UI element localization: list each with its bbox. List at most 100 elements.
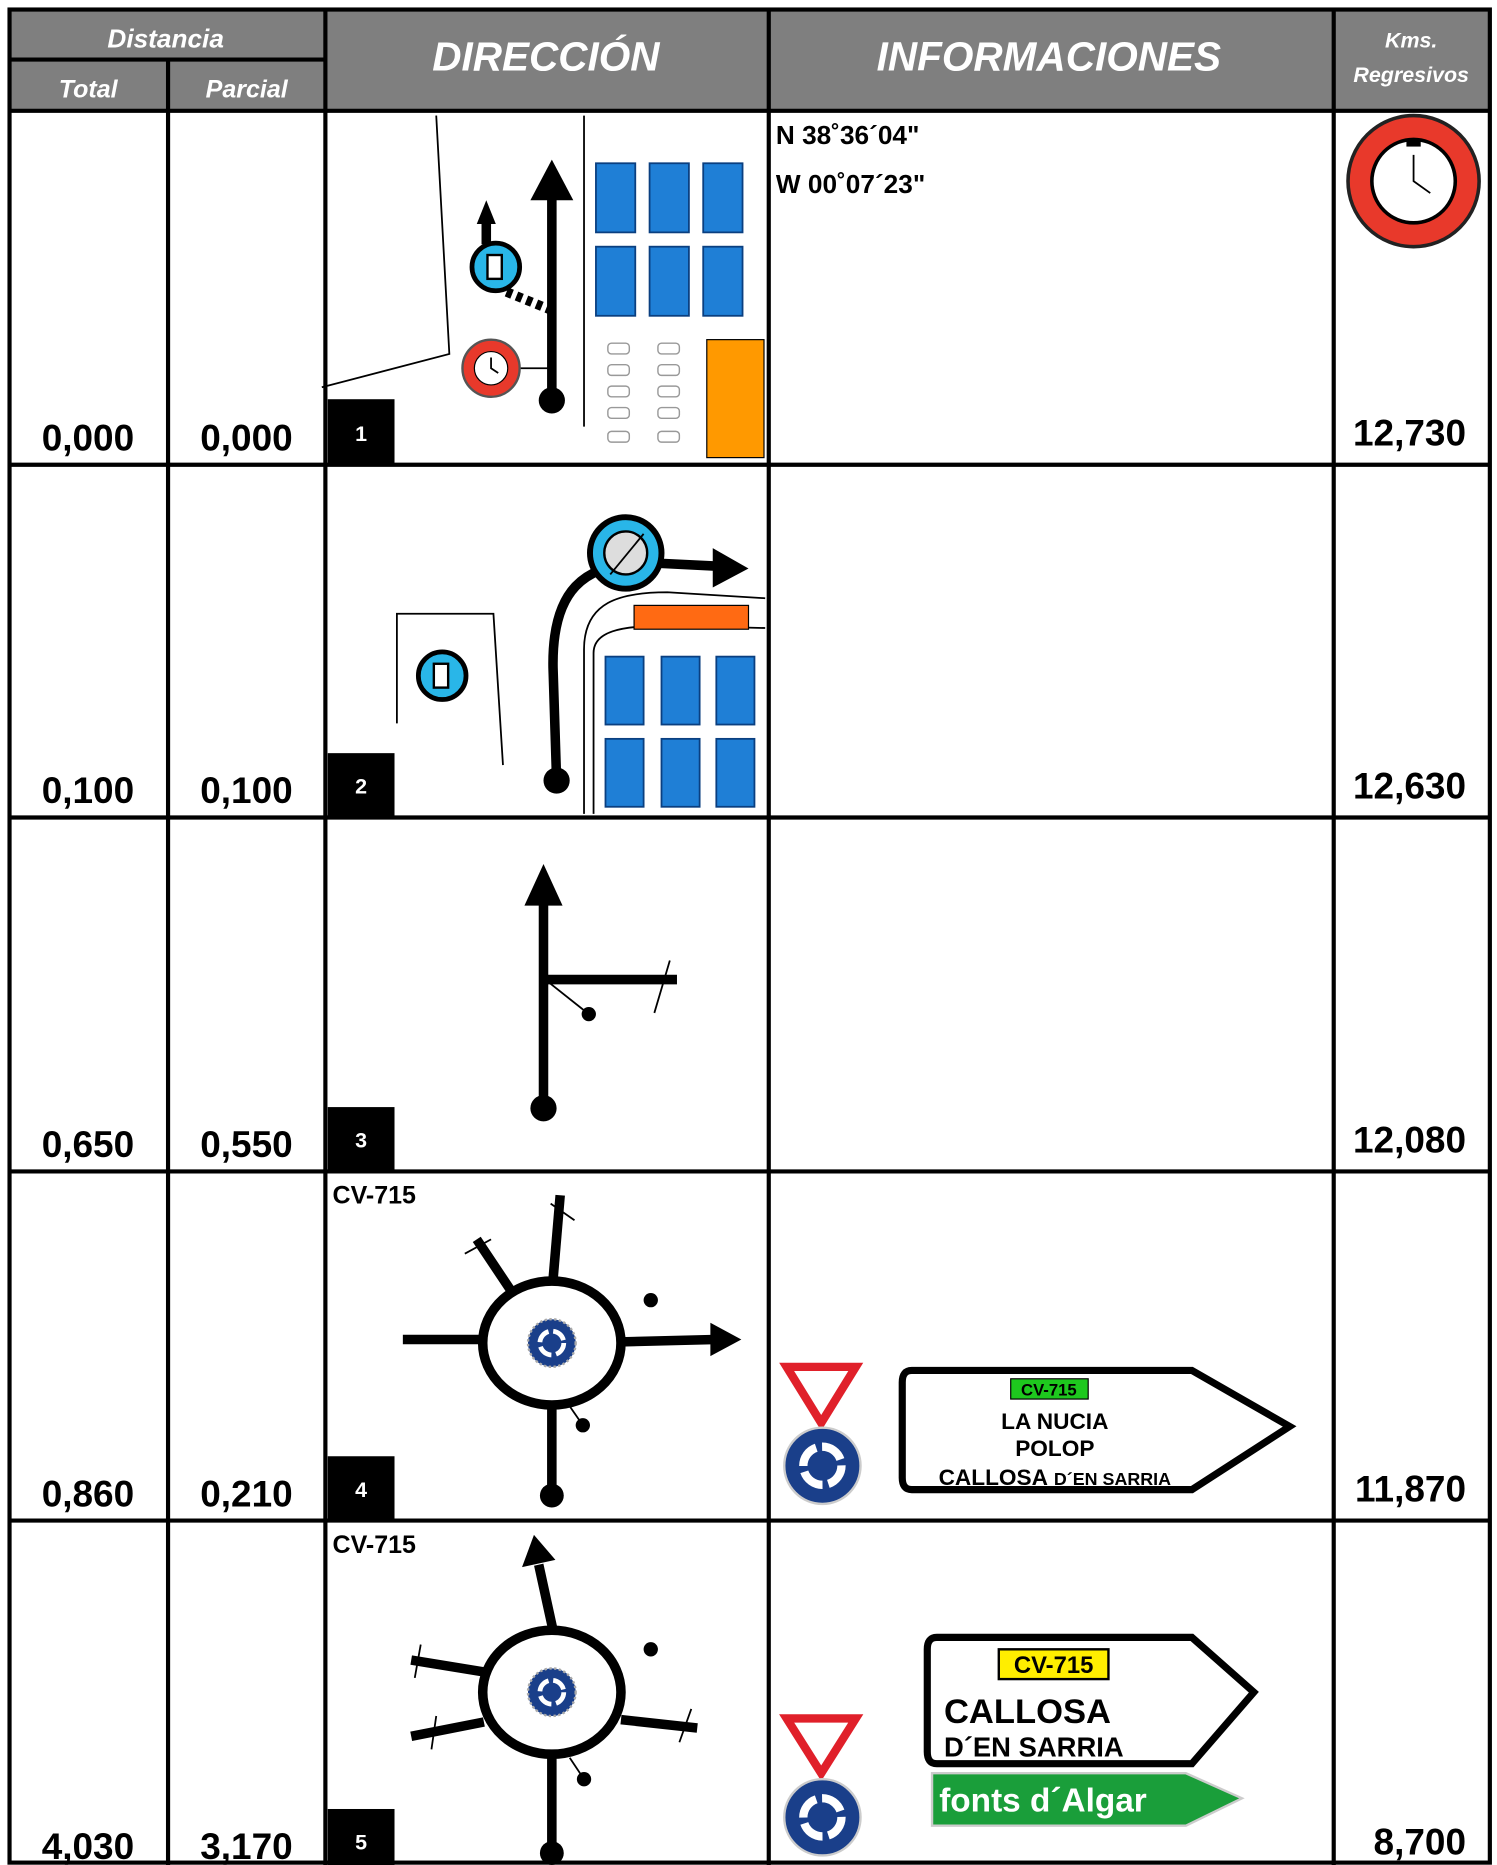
roundabout-ring	[799, 1442, 846, 1490]
label: DIRECCIÓN	[432, 33, 660, 79]
building	[633, 604, 750, 630]
label: CV-715	[333, 1531, 417, 1559]
dot	[643, 1642, 658, 1657]
label: CV-715	[1021, 1380, 1077, 1399]
dot	[576, 1772, 592, 1787]
label: 12,730	[1353, 413, 1466, 454]
label: 0,100	[42, 770, 134, 811]
win	[604, 655, 645, 726]
label: POLOP	[1015, 1436, 1094, 1461]
step-box	[327, 753, 395, 818]
label: 0,550	[200, 1124, 292, 1165]
yield-sign	[779, 1362, 864, 1431]
label: W 00˚07´23"	[776, 169, 925, 199]
label: 12,630	[1353, 765, 1466, 806]
road-label	[997, 1648, 1110, 1681]
rect	[607, 385, 631, 398]
label: 11,870	[1355, 1469, 1466, 1510]
roundabout-sign	[783, 1778, 862, 1857]
yield-sign	[779, 1714, 864, 1782]
fuel-pump	[486, 253, 503, 281]
label: fonts d´Algar	[939, 1782, 1147, 1819]
win	[702, 162, 744, 234]
label: 4	[355, 1478, 367, 1502]
road	[534, 1563, 558, 1632]
label: 2	[355, 775, 367, 799]
step-box	[327, 1808, 395, 1865]
label: Total	[59, 76, 119, 104]
step-box	[327, 1456, 395, 1521]
arrowhead	[530, 159, 574, 201]
rect	[657, 406, 681, 419]
thin	[609, 533, 645, 575]
thin	[430, 1715, 438, 1750]
thin	[321, 115, 451, 389]
green-sign	[930, 1772, 1245, 1827]
fuel-pump	[432, 662, 450, 689]
dot	[543, 767, 570, 794]
thin	[653, 960, 671, 1014]
label: INFORMACIONES	[877, 33, 1221, 79]
dot	[581, 1006, 596, 1022]
win	[715, 737, 756, 808]
win	[604, 737, 645, 808]
win	[702, 245, 744, 317]
arrowhead	[710, 1322, 742, 1357]
win	[660, 737, 701, 808]
label: N 38˚36´04"	[776, 120, 920, 150]
dot	[539, 1841, 564, 1865]
road	[477, 1276, 626, 1410]
thin	[1412, 154, 1431, 194]
rect	[607, 342, 631, 355]
roundabout-ring	[799, 1794, 846, 1841]
dot	[575, 1418, 590, 1433]
dot	[530, 1095, 557, 1122]
dot	[539, 1483, 564, 1508]
dot	[643, 1292, 658, 1308]
dot	[538, 387, 565, 414]
road	[477, 1625, 626, 1759]
rect	[607, 430, 631, 443]
label: CALLOSA	[944, 1693, 1111, 1731]
thin	[490, 357, 499, 374]
rect	[657, 342, 681, 355]
label: 1	[355, 422, 367, 446]
win	[648, 245, 690, 317]
road	[504, 287, 553, 315]
direction-sign	[898, 1366, 1297, 1494]
roundabout-sign	[783, 1426, 862, 1506]
cars	[607, 342, 681, 443]
label: Regresivos	[1353, 63, 1469, 87]
thin	[547, 981, 590, 1015]
thin	[396, 612, 504, 766]
text: CALLOSA D´EN SARRIA	[939, 1465, 1172, 1490]
label: 5	[355, 1831, 367, 1855]
clock-crown	[1406, 139, 1421, 147]
building	[706, 339, 765, 459]
label: Kms.	[1385, 29, 1437, 53]
windows	[595, 162, 744, 317]
label: Distancia	[107, 24, 224, 54]
roundabout-icon	[526, 1318, 577, 1369]
thin	[678, 1708, 693, 1743]
step-box	[327, 1107, 395, 1172]
road	[410, 1717, 485, 1741]
label: CV-715	[333, 1182, 417, 1210]
label: Parcial	[206, 76, 289, 104]
arrowhead	[522, 1534, 556, 1568]
thin	[550, 1202, 575, 1222]
label: 0,860	[42, 1473, 134, 1514]
arrowhead	[524, 863, 563, 906]
label: CV-715	[1014, 1652, 1093, 1679]
sign-text: CALLOSA	[939, 1465, 1048, 1490]
arrowhead	[712, 548, 749, 588]
rect	[657, 430, 681, 443]
label: 0,210	[200, 1473, 292, 1514]
thin	[583, 591, 766, 814]
rect	[607, 406, 631, 419]
bd	[7, 7, 1492, 1865]
arrowhead	[476, 200, 496, 225]
step-box	[327, 399, 395, 465]
